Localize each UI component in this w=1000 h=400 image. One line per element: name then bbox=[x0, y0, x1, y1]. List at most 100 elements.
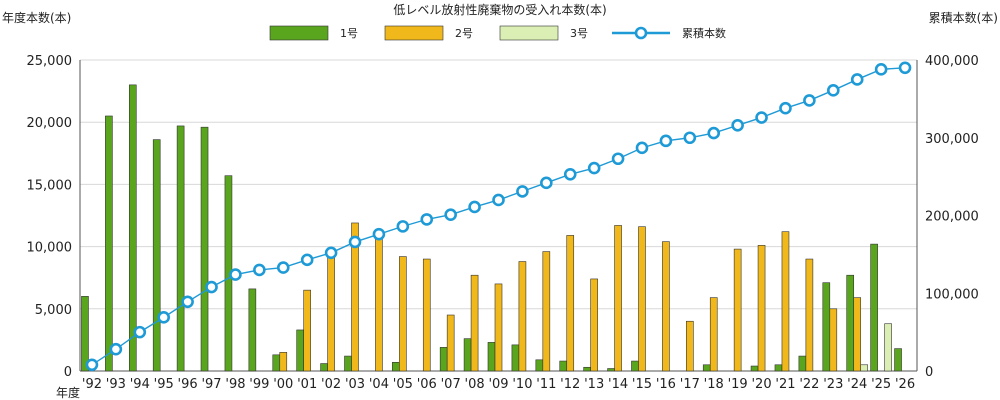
cumulative-point bbox=[731, 119, 744, 132]
bar bbox=[757, 245, 766, 372]
y-axis-left-label: 年度本数(本) bbox=[2, 10, 71, 25]
cumulative-point bbox=[516, 185, 529, 198]
bar bbox=[870, 243, 878, 372]
x-tick: '09 bbox=[488, 377, 508, 392]
cumulative-point bbox=[109, 342, 123, 356]
x-tick: '03 bbox=[345, 377, 365, 392]
bar bbox=[128, 84, 137, 372]
cumulative-point bbox=[372, 227, 386, 241]
cumulative-point bbox=[85, 358, 99, 372]
cumulative-point bbox=[707, 126, 721, 140]
bar bbox=[686, 320, 694, 372]
x-tick: '17 bbox=[680, 377, 700, 392]
bar bbox=[344, 355, 352, 372]
legend-label: 3号 bbox=[570, 27, 588, 40]
x-tick: '92 bbox=[82, 377, 102, 392]
bar bbox=[614, 225, 622, 372]
legend-label: 1号 bbox=[340, 27, 358, 40]
bar bbox=[327, 257, 335, 372]
x-tick: '20 bbox=[751, 377, 771, 392]
bar bbox=[631, 360, 639, 372]
cumulative-point bbox=[540, 176, 553, 190]
x-tick: '05 bbox=[393, 377, 413, 392]
x-tick: '16 bbox=[656, 377, 676, 392]
bar bbox=[829, 308, 838, 372]
bar bbox=[750, 365, 759, 372]
bar bbox=[272, 354, 281, 372]
x-tick: '23 bbox=[823, 377, 843, 392]
cumulative-point bbox=[826, 84, 840, 97]
cumulative-point bbox=[300, 253, 314, 267]
cumulative-point bbox=[635, 141, 649, 155]
x-tick: '11 bbox=[536, 377, 556, 392]
x-tick: '26 bbox=[895, 377, 915, 392]
cumulative-point bbox=[563, 167, 577, 181]
bar bbox=[511, 344, 520, 372]
bar bbox=[542, 251, 551, 372]
x-tick: '25 bbox=[871, 377, 891, 392]
bar bbox=[566, 235, 575, 372]
cumulative-point bbox=[779, 101, 792, 115]
y-tick-left: 5,000 bbox=[35, 303, 72, 318]
cumulative-point bbox=[850, 73, 864, 86]
cumulative-point bbox=[396, 220, 410, 233]
x-tick: '10 bbox=[512, 377, 532, 392]
cumulative-point bbox=[587, 161, 601, 175]
bar bbox=[463, 338, 472, 372]
x-tick: '99 bbox=[249, 377, 269, 392]
y-tick-right: 0 bbox=[925, 365, 933, 380]
x-tick: '12 bbox=[560, 377, 580, 392]
cumulative-point bbox=[874, 63, 888, 76]
bar bbox=[200, 126, 209, 372]
bar bbox=[535, 359, 544, 372]
y-tick-right: 400,000 bbox=[925, 54, 979, 69]
x-tick: '21 bbox=[775, 377, 795, 392]
x-tick: '13 bbox=[584, 377, 604, 392]
x-tick: '97 bbox=[201, 377, 221, 392]
bar bbox=[81, 296, 89, 372]
y-axis-right: 0 100,000 200,000 300,000 400,000 bbox=[925, 54, 979, 380]
x-axis-ticks: '92 '93 '94 '95 '96'97 '98 '99 '00 '01 '02 '03 '04 '… bbox=[82, 377, 915, 392]
bar bbox=[798, 355, 807, 372]
legend: 1号 2号 3号 累積本数 bbox=[269, 25, 726, 41]
bar bbox=[781, 231, 790, 372]
x-tick: '01 bbox=[297, 377, 317, 392]
x-tick: '00 bbox=[273, 377, 293, 392]
bar bbox=[248, 288, 257, 372]
cumulative-point bbox=[205, 280, 218, 294]
y-axis-right-label: 累積本数(本) bbox=[929, 10, 998, 25]
bar bbox=[176, 125, 185, 372]
x-tick: '95 bbox=[154, 377, 174, 392]
y-tick-left: 20,000 bbox=[27, 116, 73, 131]
x-tick: '06 bbox=[417, 377, 437, 392]
cumulative-point bbox=[133, 325, 147, 339]
x-tick: '24 bbox=[847, 377, 867, 392]
bar bbox=[607, 368, 615, 372]
cumulative-point bbox=[157, 311, 170, 324]
bar bbox=[559, 360, 568, 372]
cumulative-point bbox=[420, 213, 434, 226]
x-tick: '96 bbox=[178, 377, 198, 392]
chart-title: 低レベル放射性廃棄物の受入れ本数(本) bbox=[393, 2, 606, 17]
x-tick: '07 bbox=[441, 377, 461, 392]
cumulative-point bbox=[611, 152, 625, 166]
bar bbox=[152, 139, 161, 372]
cumulative-point bbox=[683, 131, 697, 145]
cumulative-point bbox=[444, 208, 457, 222]
bar bbox=[733, 248, 742, 372]
bar bbox=[351, 222, 359, 372]
bar bbox=[860, 364, 869, 372]
x-tick: '19 bbox=[728, 377, 748, 392]
bar bbox=[590, 278, 598, 372]
y-tick-left: 10,000 bbox=[27, 241, 73, 256]
bar bbox=[702, 364, 711, 372]
cumulative-point bbox=[253, 263, 266, 277]
bar bbox=[774, 364, 783, 372]
x-tick: '02 bbox=[321, 377, 341, 392]
bar bbox=[638, 226, 646, 372]
bar bbox=[487, 342, 496, 372]
bar bbox=[853, 297, 862, 372]
bar bbox=[894, 348, 902, 372]
bar bbox=[375, 235, 383, 372]
x-tick: '18 bbox=[704, 377, 724, 392]
